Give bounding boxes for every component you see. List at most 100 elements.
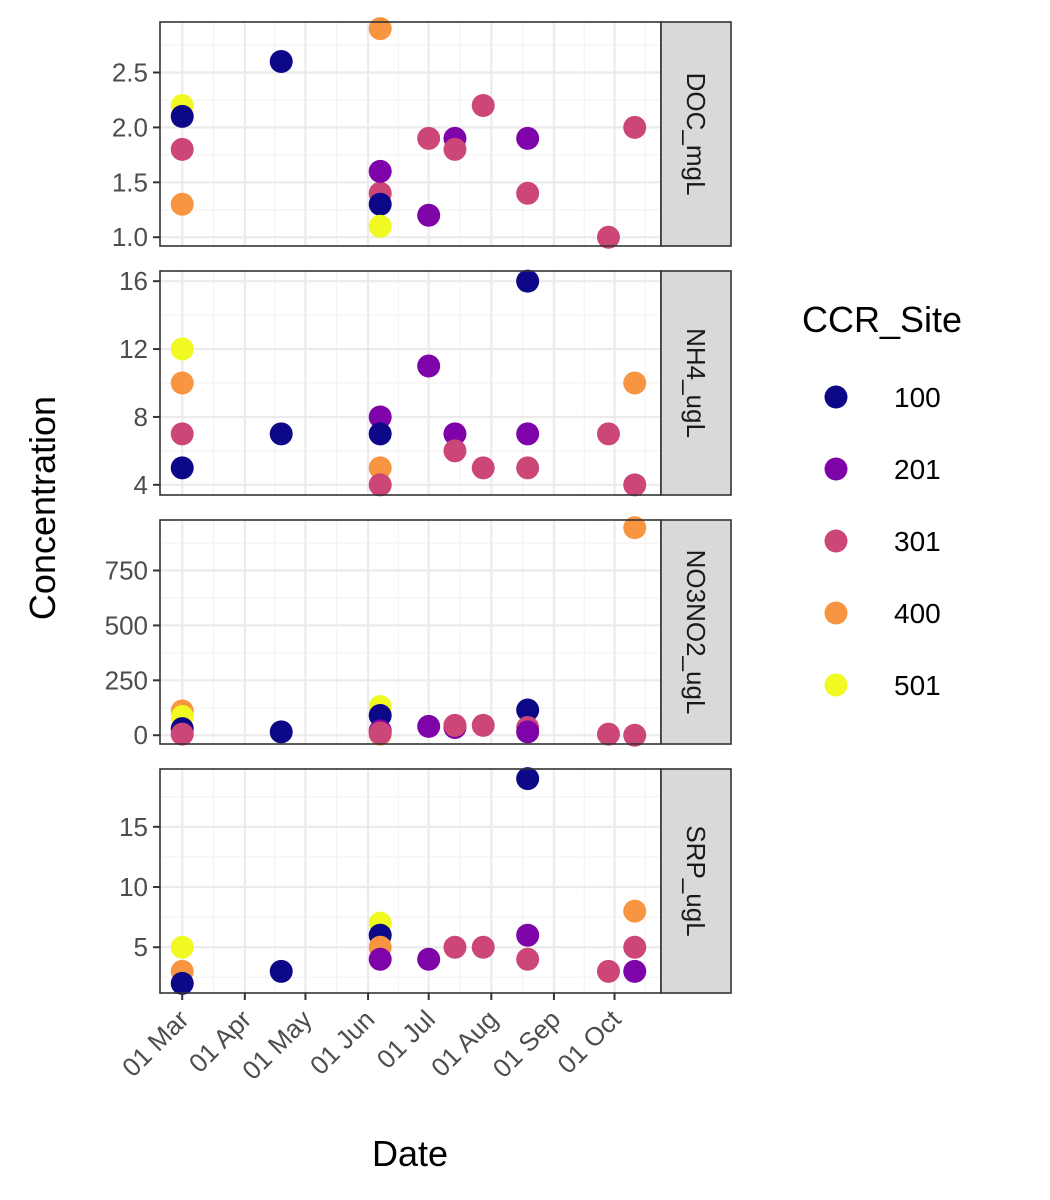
legend-entry: 100 <box>824 382 941 413</box>
y-tick-label: 4 <box>134 470 148 500</box>
data-point <box>623 899 647 923</box>
data-point <box>170 104 194 128</box>
data-point <box>417 714 441 738</box>
y-axis-title: Concentration <box>22 396 63 620</box>
y-tick-label: 750 <box>105 556 148 586</box>
data-point <box>269 422 293 446</box>
data-point <box>623 959 647 983</box>
data-point <box>623 371 647 395</box>
facet-strip-label: SRP_ugL <box>681 825 711 936</box>
data-point <box>471 935 495 959</box>
facet-strip <box>660 21 732 247</box>
legend-entry: 201 <box>824 454 941 485</box>
y-tick-label: 0 <box>134 720 148 750</box>
y-tick-label: 5 <box>134 932 148 962</box>
legend-key <box>824 673 848 697</box>
facet-panels: 1.0 1.5 2.0 2.5 DOC_mgL 4 8 12 16 NH4_ugL 0 250 500 7… <box>105 17 732 995</box>
legend-entry: 501 <box>824 670 941 701</box>
legend-key <box>824 529 848 553</box>
data-point <box>417 203 441 227</box>
data-point <box>170 137 194 161</box>
y-tick-label: 2.0 <box>112 112 148 142</box>
data-point <box>269 50 293 74</box>
data-point <box>368 214 392 238</box>
legend-key <box>824 601 848 625</box>
data-point <box>516 181 540 205</box>
data-point <box>368 405 392 429</box>
data-point <box>471 456 495 480</box>
y-tick-label: 10 <box>119 872 148 902</box>
data-point <box>170 192 194 216</box>
y-tick-label: 2.5 <box>112 58 148 88</box>
data-point <box>516 422 540 446</box>
data-point <box>170 935 194 959</box>
y-tick-label: 1.5 <box>112 167 148 197</box>
data-point <box>623 115 647 139</box>
data-point <box>596 225 620 249</box>
panel-background <box>160 520 661 744</box>
data-points <box>170 516 647 747</box>
legend-label: 501 <box>894 670 941 701</box>
data-point <box>443 439 467 463</box>
x-tick-label: 01 Mar <box>116 1004 195 1083</box>
legend-key <box>824 457 848 481</box>
data-points <box>170 269 647 497</box>
data-point <box>417 947 441 971</box>
data-point <box>516 923 540 947</box>
data-point <box>368 17 392 41</box>
x-tick-label: 01 May <box>236 1004 318 1086</box>
facet-strip-label: NO3NO2_ugL <box>681 550 711 715</box>
data-point <box>596 722 620 746</box>
data-point <box>368 721 392 745</box>
x-axis-title: Date <box>372 1133 448 1174</box>
data-point <box>170 722 194 746</box>
data-point <box>443 713 467 737</box>
facet-strip <box>660 519 732 745</box>
data-point <box>368 456 392 480</box>
legend-key <box>824 385 848 409</box>
data-point <box>368 473 392 497</box>
data-points <box>170 767 647 995</box>
panel-DOC_mgL: 1.0 1.5 2.0 2.5 DOC_mgL <box>112 17 732 252</box>
data-point <box>417 126 441 150</box>
legend: CCR_Site 100 201 301 400 501 <box>802 299 962 701</box>
panel-SRP_ugL: 5 10 15 SRP_ugL <box>119 767 732 995</box>
data-point <box>623 516 647 540</box>
data-point <box>471 93 495 117</box>
legend-entry: 400 <box>824 598 941 629</box>
data-point <box>623 723 647 747</box>
panel-background <box>160 769 661 993</box>
data-point <box>368 947 392 971</box>
data-point <box>170 371 194 395</box>
y-tick-label: 16 <box>119 266 148 296</box>
y-tick-label: 1.0 <box>112 222 148 252</box>
panel-background <box>160 22 661 246</box>
y-tick-label: 250 <box>105 665 148 695</box>
data-point <box>269 720 293 744</box>
data-point <box>443 137 467 161</box>
y-tick-label: 8 <box>134 402 148 432</box>
x-tick-label: 01 Sep <box>487 1004 566 1083</box>
data-point <box>596 959 620 983</box>
data-point <box>596 422 620 446</box>
data-point <box>368 422 392 446</box>
data-point <box>623 935 647 959</box>
gridlines <box>160 22 661 246</box>
x-tick-label: 01 Jun <box>304 1004 380 1080</box>
data-point <box>516 698 540 722</box>
data-point <box>623 473 647 497</box>
legend-label: 100 <box>894 382 941 413</box>
data-point <box>516 269 540 293</box>
legend-label: 301 <box>894 526 941 557</box>
legend-entry: 301 <box>824 526 941 557</box>
y-tick-label: 500 <box>105 610 148 640</box>
y-tick-label: 12 <box>119 334 148 364</box>
panel-NH4_ugL: 4 8 12 16 NH4_ugL <box>119 266 732 500</box>
data-point <box>516 126 540 150</box>
data-point <box>269 959 293 983</box>
panel-NO3NO2_ugL: 0 250 500 750 NO3NO2_ugL <box>105 516 732 750</box>
legend-label: 400 <box>894 598 941 629</box>
facet-strip <box>660 768 732 994</box>
